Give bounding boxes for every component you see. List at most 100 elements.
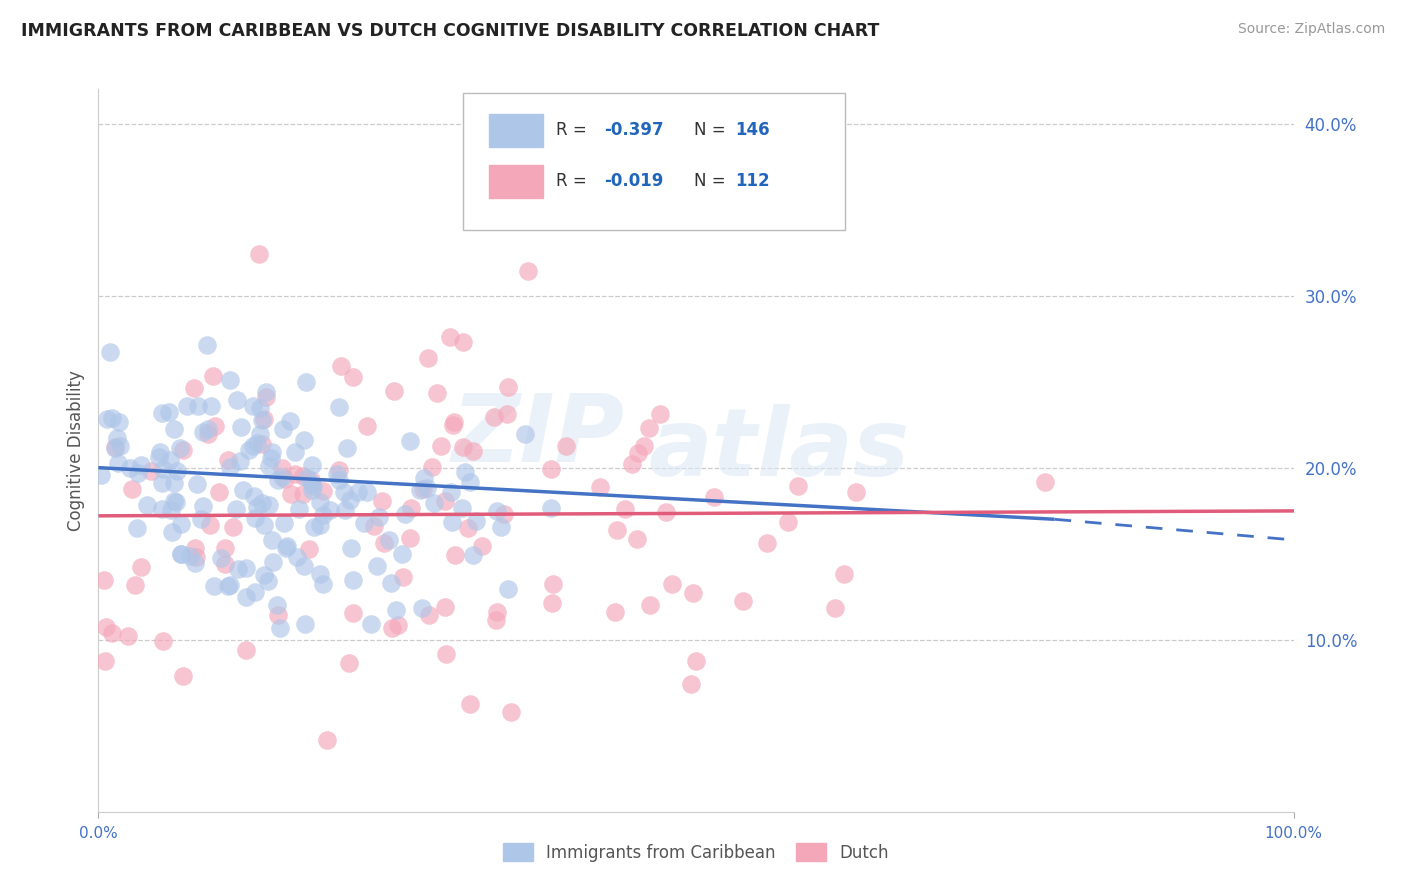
Point <box>184 549 207 564</box>
Point <box>367 510 389 524</box>
Point <box>555 439 578 453</box>
Point <box>162 525 184 540</box>
Point <box>655 505 678 519</box>
Point <box>90 467 112 482</box>
Point <box>274 472 297 486</box>
Point <box>515 427 537 442</box>
Point <box>152 461 174 475</box>
Text: -0.019: -0.019 <box>605 172 664 190</box>
Point <box>217 579 239 593</box>
Point <box>136 498 159 512</box>
Point <box>328 463 350 477</box>
Point <box>626 533 648 547</box>
Point <box>108 415 131 429</box>
Point <box>269 621 291 635</box>
Point <box>276 541 298 555</box>
Point <box>225 501 247 516</box>
Point <box>127 521 149 535</box>
Point <box>451 440 474 454</box>
Point <box>373 536 395 550</box>
Point <box>356 418 378 433</box>
Point <box>107 456 129 470</box>
Point <box>363 519 385 533</box>
Point <box>430 439 453 453</box>
Point <box>214 558 236 572</box>
Point <box>243 489 266 503</box>
Point <box>170 547 193 561</box>
Point <box>235 590 257 604</box>
Point <box>94 654 117 668</box>
Point <box>384 603 406 617</box>
Point <box>98 345 121 359</box>
Point <box>378 533 401 547</box>
Point <box>127 467 149 481</box>
Point <box>129 559 152 574</box>
Text: 112: 112 <box>735 172 770 190</box>
Point <box>443 415 465 429</box>
Point <box>484 409 506 424</box>
Point <box>776 516 799 530</box>
Point <box>195 338 218 352</box>
Point <box>485 613 508 627</box>
Point <box>197 426 219 441</box>
Point <box>409 483 432 497</box>
Point <box>457 521 479 535</box>
Point <box>163 422 186 436</box>
Point <box>356 484 378 499</box>
Point <box>183 381 205 395</box>
Point <box>276 539 298 553</box>
Point <box>540 501 562 516</box>
Point <box>301 458 323 472</box>
Point <box>104 441 127 455</box>
Point <box>148 444 170 458</box>
Point <box>589 480 612 494</box>
Point <box>297 471 319 485</box>
Point <box>273 422 295 436</box>
Point <box>420 460 443 475</box>
Point <box>302 520 325 534</box>
FancyBboxPatch shape <box>463 93 845 230</box>
Point <box>246 500 269 514</box>
Point <box>229 420 252 434</box>
Point <box>179 549 201 563</box>
Point <box>627 446 650 460</box>
Point <box>108 439 131 453</box>
Point <box>252 413 274 427</box>
Point <box>682 586 704 600</box>
Point <box>226 392 249 407</box>
Point <box>413 471 436 485</box>
Point <box>458 475 481 489</box>
Point <box>257 574 280 589</box>
Point <box>217 453 239 467</box>
Point <box>440 485 463 500</box>
Point <box>204 419 226 434</box>
Point <box>434 599 457 614</box>
Point <box>250 496 273 510</box>
Point <box>291 487 314 501</box>
Point <box>214 541 236 555</box>
Point <box>418 607 440 622</box>
Point <box>315 733 337 747</box>
Point <box>301 483 323 497</box>
Point <box>262 533 284 548</box>
Point <box>391 570 413 584</box>
Point <box>190 511 212 525</box>
Point <box>703 490 725 504</box>
Point <box>308 566 330 581</box>
Point <box>288 502 311 516</box>
Text: N =: N = <box>693 172 731 190</box>
Point <box>246 436 269 450</box>
Point <box>489 520 512 534</box>
Point <box>292 558 315 573</box>
Point <box>253 568 276 582</box>
Point <box>461 443 484 458</box>
Point <box>309 518 332 533</box>
Point <box>235 561 257 575</box>
Point <box>208 484 231 499</box>
Point <box>252 437 274 451</box>
Point <box>309 495 332 509</box>
Point <box>353 516 375 530</box>
Point <box>339 493 361 508</box>
Point <box>284 467 307 482</box>
Point <box>301 477 323 491</box>
